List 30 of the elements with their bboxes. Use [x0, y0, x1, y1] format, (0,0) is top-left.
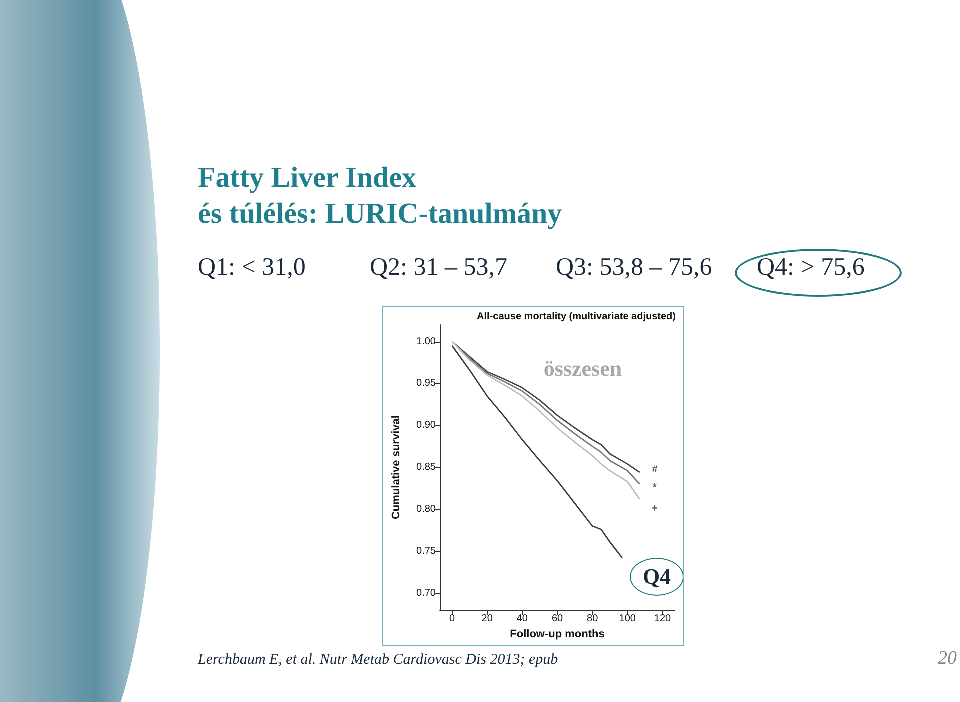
y-tick-label: 0.70 [416, 588, 436, 599]
x-tick-label: 80 [587, 614, 599, 625]
y-tick-label: 0.75 [416, 546, 436, 557]
annotation: * [653, 482, 657, 494]
annotation: + [652, 504, 658, 514]
x-tick-label: 40 [516, 614, 528, 625]
annotation: # [652, 464, 658, 476]
y-axis-title: Cumulative survival [390, 416, 402, 520]
y-tick-label: 0.95 [416, 378, 436, 390]
y-tick-label: 0.90 [416, 420, 436, 432]
text: Lerchbaum E, et al. Nutr Metab Cardiovasc Dis 2013; epub [198, 652, 558, 669]
text: 20 [938, 648, 957, 670]
y-tick-label: 0.80 [416, 504, 436, 515]
y-tick-label: 0.85 [416, 462, 436, 474]
x-tick-label: 20 [482, 614, 494, 625]
x-tick-label: 100 [619, 614, 636, 625]
annotation: Q4 [642, 564, 672, 590]
text: Q4: > 75,6 [757, 254, 865, 282]
line-series [452, 345, 624, 559]
text: Q2: 31 – 53,7 [370, 254, 508, 282]
x-tick-label: 120 [654, 614, 672, 625]
x-tick-label: 60 [552, 614, 564, 625]
text: Q1: < 31,0 [198, 254, 306, 282]
chart-title: Fatty Liver Index és túlélés: LURIC-tanulmány [198, 161, 562, 232]
chart-subtitle: All-cause mortality (multivariate adjusted) [477, 312, 676, 322]
y-tick-label: 1.00 [416, 336, 436, 348]
text: Q3: 53,8 – 75,6 [556, 254, 712, 282]
annotation: összesen [544, 356, 622, 382]
x-tick-label: 0 [449, 614, 456, 625]
x-axis-title: Follow-up months [510, 628, 605, 640]
